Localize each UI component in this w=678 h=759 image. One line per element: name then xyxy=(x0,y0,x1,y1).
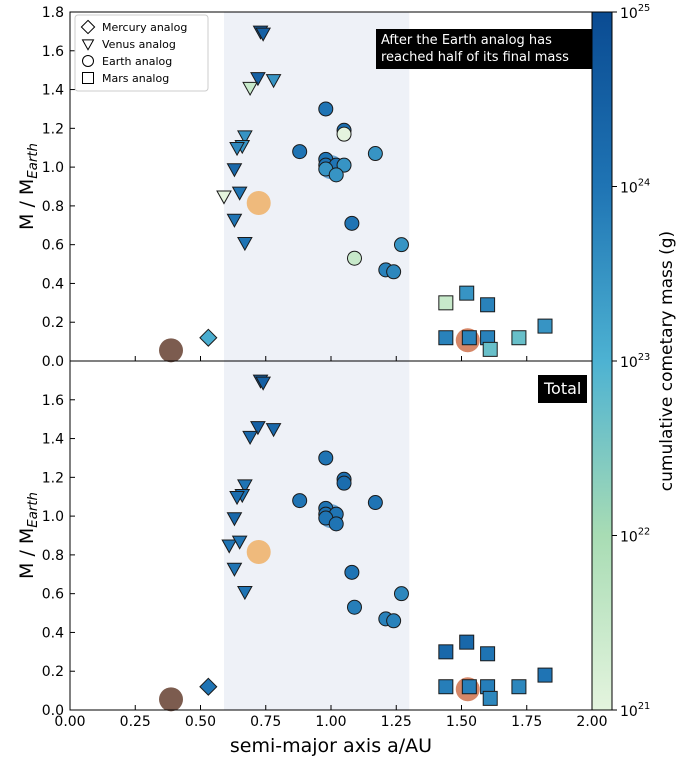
legend-marker xyxy=(83,73,94,84)
annotation: Total xyxy=(538,375,587,403)
y-tick-label: 0.6 xyxy=(42,238,64,254)
mars-point xyxy=(512,680,526,694)
y-tick-label: 1.2 xyxy=(42,121,64,137)
earth-point xyxy=(347,600,361,614)
earth-point xyxy=(345,216,359,230)
legend-label: Mercury analog xyxy=(102,21,187,34)
mars-point xyxy=(439,680,453,694)
mars-point xyxy=(462,331,476,345)
earth-point xyxy=(293,145,307,159)
mars-point xyxy=(460,286,474,300)
y-tick-label: 0.0 xyxy=(42,354,64,370)
planet xyxy=(159,338,183,362)
y-tick-label: 0.4 xyxy=(42,625,64,641)
y-tick-label: 1.4 xyxy=(42,83,64,99)
earth-point xyxy=(345,565,359,579)
planet xyxy=(159,687,183,711)
y-tick-label: 0.2 xyxy=(42,315,64,331)
earth-point xyxy=(337,476,351,490)
mars-point xyxy=(439,645,453,659)
earth-point xyxy=(387,265,401,279)
mars-point xyxy=(483,342,497,356)
y-axis-label: M / MEarth xyxy=(16,492,41,579)
y-tick-label: 0.8 xyxy=(42,199,64,215)
x-tick-label: 0.00 xyxy=(54,714,85,730)
earth-point xyxy=(329,517,343,531)
earth-point xyxy=(368,147,382,161)
earth-point xyxy=(368,496,382,510)
colorbar-tick-label: 1021 xyxy=(620,701,650,720)
x-tick-label: 1.00 xyxy=(315,714,346,730)
page: 0.0 0.2 0.4 0.6 0.8 1.0 1.2 1.4 1.6 1.8 M / MEarth… xyxy=(0,0,678,759)
mars-point xyxy=(460,635,474,649)
annotation: After the Earth analog has reached half … xyxy=(376,29,592,69)
y-tick-label: 1.4 xyxy=(42,432,64,448)
earth-point xyxy=(293,494,307,508)
x-tick-label: 1.75 xyxy=(511,714,542,730)
mars-point xyxy=(439,296,453,310)
mars-point xyxy=(481,298,495,312)
x-tick-label: 0.25 xyxy=(120,714,151,730)
y-tick-label: 1.2 xyxy=(42,470,64,486)
legend-label: Venus analog xyxy=(102,38,176,51)
y-tick-label: 1.8 xyxy=(42,5,64,21)
earth-point xyxy=(387,614,401,628)
shaded-region xyxy=(224,361,409,710)
mars-point xyxy=(439,331,453,345)
y-tick-label: 0.6 xyxy=(42,587,64,603)
x-axis-label: semi-major axis a/AU xyxy=(230,735,432,757)
earth-point xyxy=(394,238,408,252)
mars-point xyxy=(538,319,552,333)
mars-point xyxy=(462,680,476,694)
planet xyxy=(247,191,271,215)
y-tick-label: 1.6 xyxy=(42,44,64,60)
x-tick-label: 1.25 xyxy=(381,714,412,730)
earth-point xyxy=(329,168,343,182)
x-tick-label: 2.00 xyxy=(576,714,607,730)
x-tick-label: 0.50 xyxy=(185,714,216,730)
colorbar-tick-label: 1023 xyxy=(620,352,650,371)
x-tick-label: 0.75 xyxy=(250,714,281,730)
earth-point xyxy=(337,127,351,141)
mars-point xyxy=(481,647,495,661)
y-tick-label: 0.2 xyxy=(42,664,64,680)
earth-point xyxy=(319,102,333,116)
mars-point xyxy=(538,668,552,682)
mars-point xyxy=(483,691,497,705)
mars-point xyxy=(512,331,526,345)
legend-label: Mars analog xyxy=(102,72,169,85)
legend-marker xyxy=(83,56,94,67)
mercury-point xyxy=(200,329,217,346)
colorbar-label: cumulative cometary mass (g) xyxy=(657,231,677,491)
y-tick-label: 0.8 xyxy=(42,548,64,564)
planet xyxy=(247,540,271,564)
earth-point xyxy=(347,251,361,265)
y-tick-label: 1.0 xyxy=(42,509,64,525)
y-axis-label: M / MEarth xyxy=(16,143,41,230)
colorbar-tick-label: 1025 xyxy=(620,3,650,22)
y-tick-label: 0.4 xyxy=(42,276,64,292)
y-tick-label: 1.0 xyxy=(42,160,64,176)
colorbar-tick-label: 1022 xyxy=(620,527,650,546)
colorbar xyxy=(592,12,612,710)
x-tick-label: 1.50 xyxy=(446,714,477,730)
legend-label: Earth analog xyxy=(102,55,172,68)
mercury-point xyxy=(200,678,217,695)
colorbar-tick-label: 1024 xyxy=(620,178,650,197)
y-tick-label: 1.6 xyxy=(42,393,64,409)
earth-point xyxy=(319,451,333,465)
earth-point xyxy=(394,587,408,601)
